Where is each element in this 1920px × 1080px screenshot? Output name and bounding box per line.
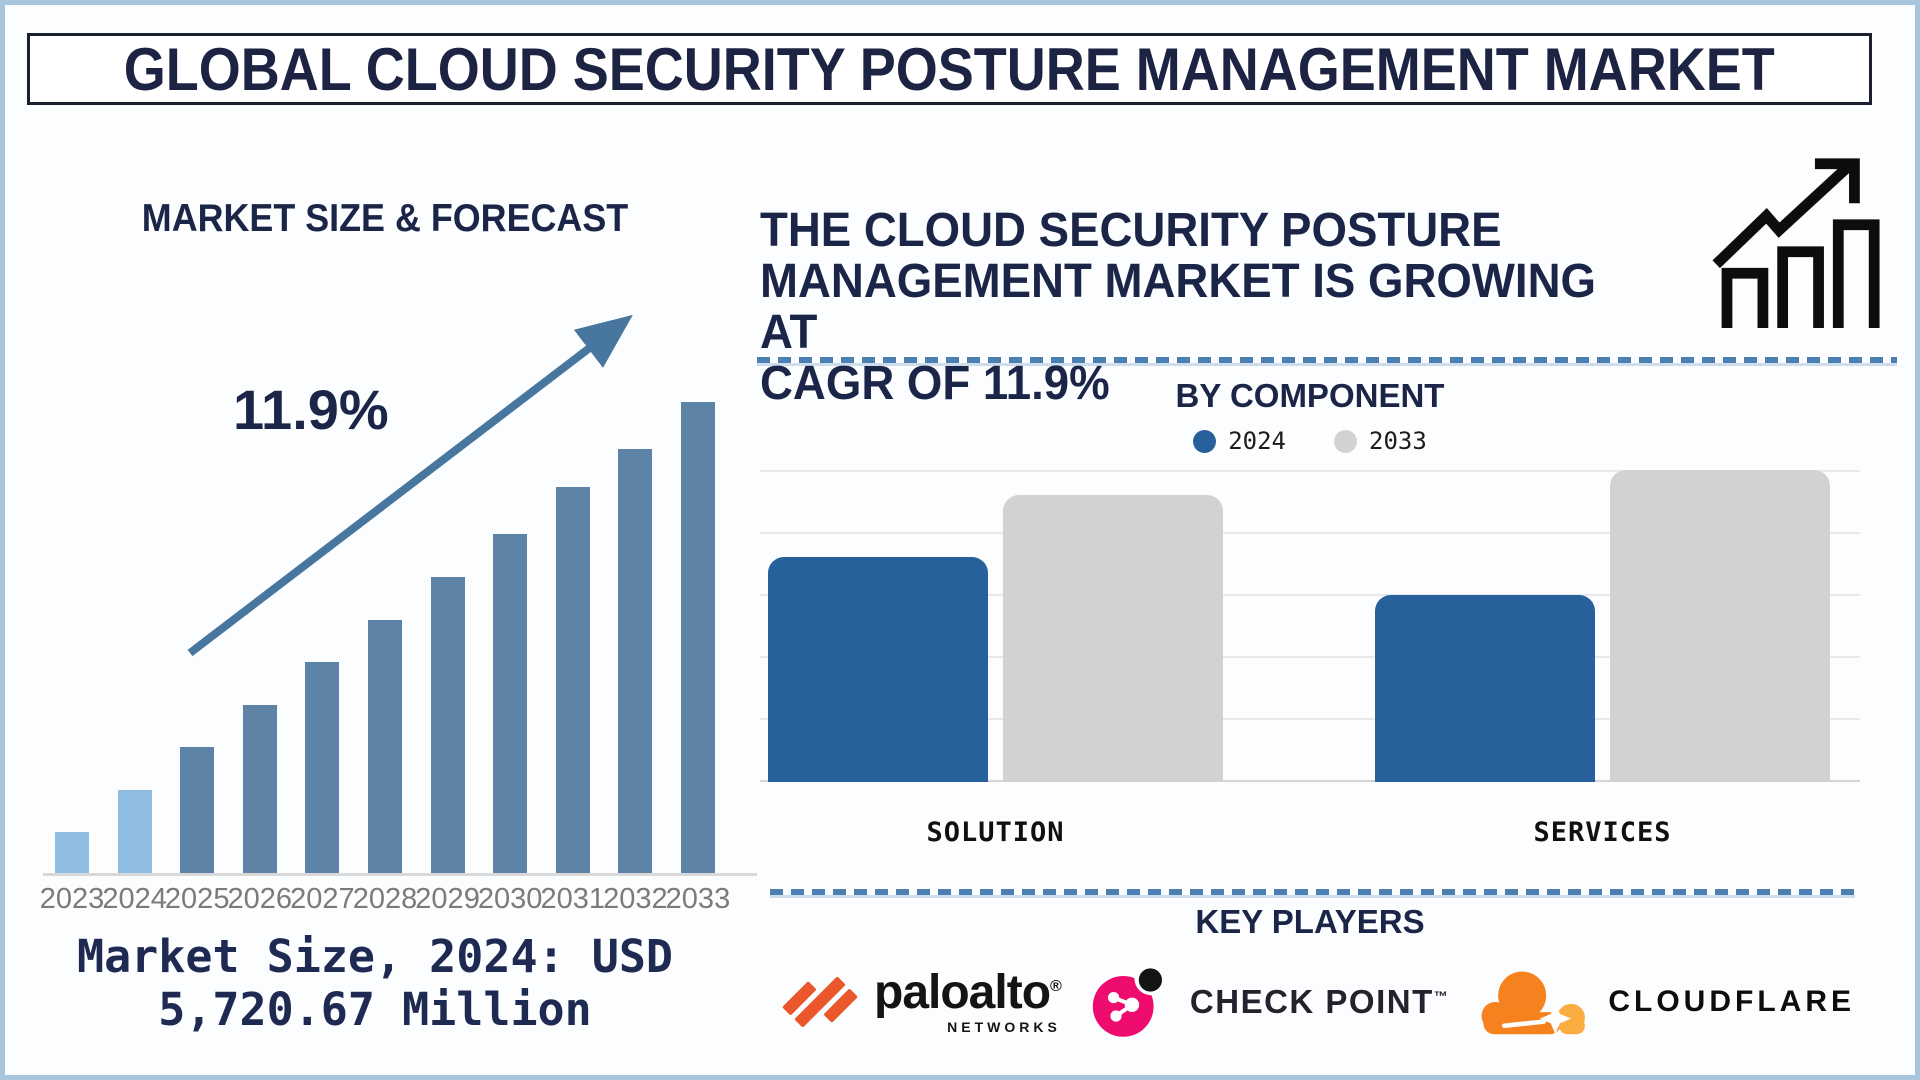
gridline: [760, 470, 1860, 472]
forecast-bar-2025: [180, 747, 215, 875]
gridline: [760, 532, 1860, 534]
by-component-title: BY COMPONENT: [1175, 377, 1445, 414]
gridline: [760, 656, 1860, 658]
forecast-year-label-2024: 2024: [102, 883, 167, 915]
forecast-column-2031: 2031: [540, 400, 605, 915]
component-chart-legend: 2024 2033: [760, 427, 1860, 455]
logo-palo-alto-networks: paloalto® NETWORKS: [780, 962, 1062, 1042]
forecast-column-2033: 2033: [666, 400, 730, 915]
dashed-divider-top: [757, 357, 1897, 363]
forecast-section-title: MARKET SIZE & FORECAST: [141, 197, 629, 240]
forecast-column-2029: 2029: [415, 400, 480, 915]
market-size-caption-line1: Market Size, 2024: USD: [76, 930, 674, 983]
cagr-headline-line2: MANAGEMENT MARKET IS GROWING AT: [760, 255, 1596, 359]
forecast-year-label-2028: 2028: [352, 883, 418, 915]
market-size-caption-line2: 5,720.67 Million: [158, 983, 592, 1037]
component-category-label-solution: SOLUTION: [926, 817, 1065, 848]
dashed-divider-bottom: [770, 889, 1855, 895]
palo-alto-name: paloalto: [874, 966, 1051, 1019]
legend-label-2033: 2033: [1369, 427, 1427, 455]
component-bar-solution-2033: [1003, 495, 1223, 782]
forecast-year-label-2023: 2023: [39, 883, 105, 915]
forecast-year-label-2032: 2032: [603, 883, 668, 915]
forecast-year-label-2031: 2031: [540, 883, 606, 915]
forecast-year-label-2025: 2025: [164, 883, 230, 915]
palo-alto-wordmark: paloalto® NETWORKS: [874, 966, 1062, 1036]
registered-mark: ®: [1050, 978, 1062, 995]
page-title: GLOBAL CLOUD SECURITY POSTURE MANAGEMENT…: [123, 35, 1776, 103]
forecast-column-2026: 2026: [228, 400, 292, 915]
component-bar-solution-2024: [768, 557, 988, 782]
trademark-mark: ™: [1433, 988, 1450, 1004]
legend-dot-2033: [1334, 429, 1357, 453]
forecast-bar-2026: [242, 705, 277, 875]
cloudflare-name: CLOUDFLARE: [1608, 985, 1855, 1018]
forecast-year-label-2030: 2030: [477, 883, 543, 915]
forecast-bar-2029: [430, 577, 465, 875]
forecast-column-2024: 2024: [102, 400, 167, 915]
forecast-year-label-2029: 2029: [415, 883, 480, 915]
forecast-bar-2024: [117, 790, 152, 875]
gridline: [760, 780, 1860, 782]
forecast-column-2028: 2028: [353, 400, 417, 915]
bar-chart-growth-icon: [1712, 158, 1880, 328]
forecast-bar-2033: [680, 402, 715, 875]
component-grouped-bar-chart: [760, 470, 1860, 782]
forecast-column-2027: 2027: [290, 400, 355, 915]
forecast-bar-2032: [618, 449, 653, 875]
component-category-labels: SOLUTION SERVICES: [760, 817, 1860, 851]
forecast-x-axis-line: [43, 873, 757, 876]
forecast-bar-2023: [55, 832, 89, 875]
gridline: [760, 718, 1860, 720]
legend-item-2033: 2033: [1334, 427, 1427, 455]
component-bar-services-2033: [1610, 470, 1830, 782]
forecast-column-2023: 2023: [40, 400, 104, 915]
key-players-title: KEY PLAYERS: [1195, 903, 1425, 940]
forecast-year-label-2027: 2027: [290, 883, 355, 915]
logo-check-point: CHECK POINT™: [1088, 960, 1449, 1044]
forecast-bar-2030: [493, 534, 528, 875]
check-point-icon: [1092, 961, 1168, 1037]
legend-dot-2024: [1193, 429, 1217, 453]
palo-alto-icon: [782, 976, 858, 1028]
key-players-logo-row: paloalto® NETWORKS CHECK POINT™: [780, 947, 1855, 1057]
forecast-column-2032: 2032: [603, 400, 668, 915]
forecast-column-2030: 2030: [478, 400, 542, 915]
forecast-bar-2031: [555, 487, 590, 875]
cagr-headline: THE CLOUD SECURITY POSTURE MANAGEMENT MA…: [760, 205, 1644, 409]
palo-alto-networks-subtext: NETWORKS: [947, 1019, 1061, 1035]
forecast-bar-2027: [305, 662, 340, 875]
forecast-bar-2028: [367, 620, 402, 875]
forecast-year-label-2033: 2033: [665, 883, 731, 915]
component-category-label-services: SERVICES: [1533, 817, 1672, 848]
forecast-column-2025: 2025: [165, 400, 229, 915]
market-size-caption: Market Size, 2024: USD 5,720.67 Million: [35, 930, 715, 1036]
growth-arrow-icon: [187, 314, 633, 657]
check-point-name: CHECK POINT: [1189, 983, 1434, 1020]
gridline: [760, 594, 1860, 596]
component-bar-services-2024: [1375, 595, 1595, 782]
title-banner: GLOBAL CLOUD SECURITY POSTURE MANAGEMENT…: [27, 33, 1872, 105]
cagr-headline-line3: CAGR OF 11.9%: [760, 357, 1110, 410]
legend-label-2024: 2024: [1228, 427, 1286, 455]
logo-cloudflare: CLOUDFLARE: [1476, 960, 1855, 1044]
cloudflare-icon: [1481, 971, 1586, 1035]
cagr-headline-line1: THE CLOUD SECURITY POSTURE: [760, 204, 1502, 257]
forecast-year-label-2026: 2026: [227, 883, 293, 915]
legend-item-2024: 2024: [1193, 427, 1286, 455]
cagr-value-label: 11.9%: [233, 378, 389, 441]
market-forecast-bar-chart: 2023 2024 2025 2026 2027 2028 2029 2030 2031 2032…: [40, 400, 730, 915]
